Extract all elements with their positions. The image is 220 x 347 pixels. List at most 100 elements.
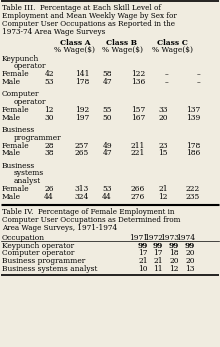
Text: 266: 266 (131, 185, 145, 193)
Text: Male: Male (2, 78, 21, 86)
Text: 38: 38 (44, 149, 54, 157)
Text: Business: Business (2, 162, 35, 170)
Text: 11: 11 (154, 265, 163, 273)
Text: 99: 99 (138, 242, 148, 249)
Text: 1973: 1973 (160, 234, 179, 242)
Text: 55: 55 (103, 106, 112, 114)
Text: 30: 30 (44, 113, 54, 121)
Text: 21: 21 (154, 257, 163, 265)
Text: 28: 28 (44, 142, 54, 150)
Text: 122: 122 (131, 70, 145, 78)
Text: Keypunch operator: Keypunch operator (2, 242, 74, 249)
Text: 276: 276 (131, 193, 145, 201)
Text: Male: Male (2, 149, 21, 157)
Text: % Wage($): % Wage($) (55, 46, 95, 54)
Text: Class C: Class C (157, 39, 187, 46)
Text: 221: 221 (131, 149, 145, 157)
Text: Computer User Occupations as Reported in the: Computer User Occupations as Reported in… (2, 19, 175, 27)
Text: 178: 178 (186, 142, 200, 150)
Text: –: – (196, 78, 200, 86)
Text: Area Wage Surveys, 1971-1974: Area Wage Surveys, 1971-1974 (2, 224, 117, 232)
Text: 21: 21 (158, 185, 168, 193)
Text: Computer operator: Computer operator (2, 249, 74, 257)
Text: 58: 58 (103, 70, 112, 78)
Text: Table III.  Percentage at Each Skill Level of: Table III. Percentage at Each Skill Leve… (2, 3, 161, 11)
Text: 211: 211 (131, 142, 145, 150)
Text: 265: 265 (75, 149, 89, 157)
Text: analyst: analyst (14, 177, 41, 185)
Text: 12: 12 (44, 106, 54, 114)
Text: 18: 18 (169, 249, 179, 257)
Text: 23: 23 (158, 142, 168, 150)
Text: 167: 167 (131, 113, 145, 121)
Text: 186: 186 (186, 149, 200, 157)
Text: 222: 222 (186, 185, 200, 193)
Text: 313: 313 (75, 185, 89, 193)
Text: 33: 33 (158, 106, 168, 114)
Text: Computer User Occupations as Determined from: Computer User Occupations as Determined … (2, 216, 180, 224)
Text: 157: 157 (131, 106, 145, 114)
Text: Class B: Class B (106, 39, 138, 46)
Text: 10: 10 (139, 265, 148, 273)
Text: 53: 53 (103, 185, 112, 193)
Text: Female: Female (2, 142, 30, 150)
Text: Business systems analyst: Business systems analyst (2, 265, 97, 273)
Text: 137: 137 (186, 106, 200, 114)
Text: 20: 20 (169, 257, 179, 265)
Text: 99: 99 (185, 242, 195, 249)
Text: 49: 49 (102, 142, 112, 150)
Text: 192: 192 (75, 106, 89, 114)
Text: % Wage($): % Wage($) (152, 46, 192, 54)
Text: 197: 197 (75, 113, 89, 121)
Text: Female: Female (2, 70, 30, 78)
Text: –: – (196, 70, 200, 78)
Text: 47: 47 (102, 149, 112, 157)
Text: 257: 257 (75, 142, 89, 150)
Text: 20: 20 (185, 249, 195, 257)
Text: 47: 47 (102, 78, 112, 86)
Text: 99: 99 (153, 242, 163, 249)
Text: 1973-74 Area Wage Surveys: 1973-74 Area Wage Surveys (2, 27, 105, 35)
Text: 324: 324 (75, 193, 89, 201)
Text: 15: 15 (158, 149, 168, 157)
Text: Occupation: Occupation (2, 234, 45, 242)
Text: 139: 139 (186, 113, 200, 121)
Text: Employment and Mean Weekly Wage by Sex for: Employment and Mean Weekly Wage by Sex f… (2, 11, 177, 19)
Text: 235: 235 (186, 193, 200, 201)
Text: 1971: 1971 (129, 234, 148, 242)
Text: 1972: 1972 (144, 234, 163, 242)
Text: Computer: Computer (2, 90, 40, 98)
Text: 12: 12 (158, 193, 168, 201)
Text: 44: 44 (44, 193, 54, 201)
Text: Business: Business (2, 126, 35, 134)
Text: 136: 136 (131, 78, 145, 86)
Text: 99: 99 (169, 242, 179, 249)
Text: 12: 12 (169, 265, 179, 273)
Text: 26: 26 (44, 185, 54, 193)
Text: % Wage($): % Wage($) (101, 46, 143, 54)
Text: 20: 20 (185, 257, 195, 265)
Text: operator: operator (14, 62, 46, 70)
Text: 13: 13 (185, 265, 195, 273)
Text: Keypunch: Keypunch (2, 54, 39, 62)
Text: 50: 50 (103, 113, 112, 121)
Text: 17: 17 (154, 249, 163, 257)
Text: Male: Male (2, 193, 21, 201)
Text: Female: Female (2, 185, 30, 193)
Text: 44: 44 (102, 193, 112, 201)
Text: systems: systems (14, 169, 44, 177)
Text: 17: 17 (139, 249, 148, 257)
Text: Female: Female (2, 106, 30, 114)
Text: –: – (164, 70, 168, 78)
Text: 1974: 1974 (176, 234, 195, 242)
Text: 42: 42 (44, 70, 54, 78)
Text: 141: 141 (75, 70, 89, 78)
Text: Business programmer: Business programmer (2, 257, 85, 265)
Text: Class A: Class A (60, 39, 90, 46)
Text: Male: Male (2, 113, 21, 121)
Text: operator: operator (14, 98, 46, 106)
Text: –: – (164, 78, 168, 86)
Text: Table IV.  Percentage of Female Employment in: Table IV. Percentage of Female Employmen… (2, 208, 174, 216)
Text: 21: 21 (139, 257, 148, 265)
Text: 20: 20 (158, 113, 168, 121)
